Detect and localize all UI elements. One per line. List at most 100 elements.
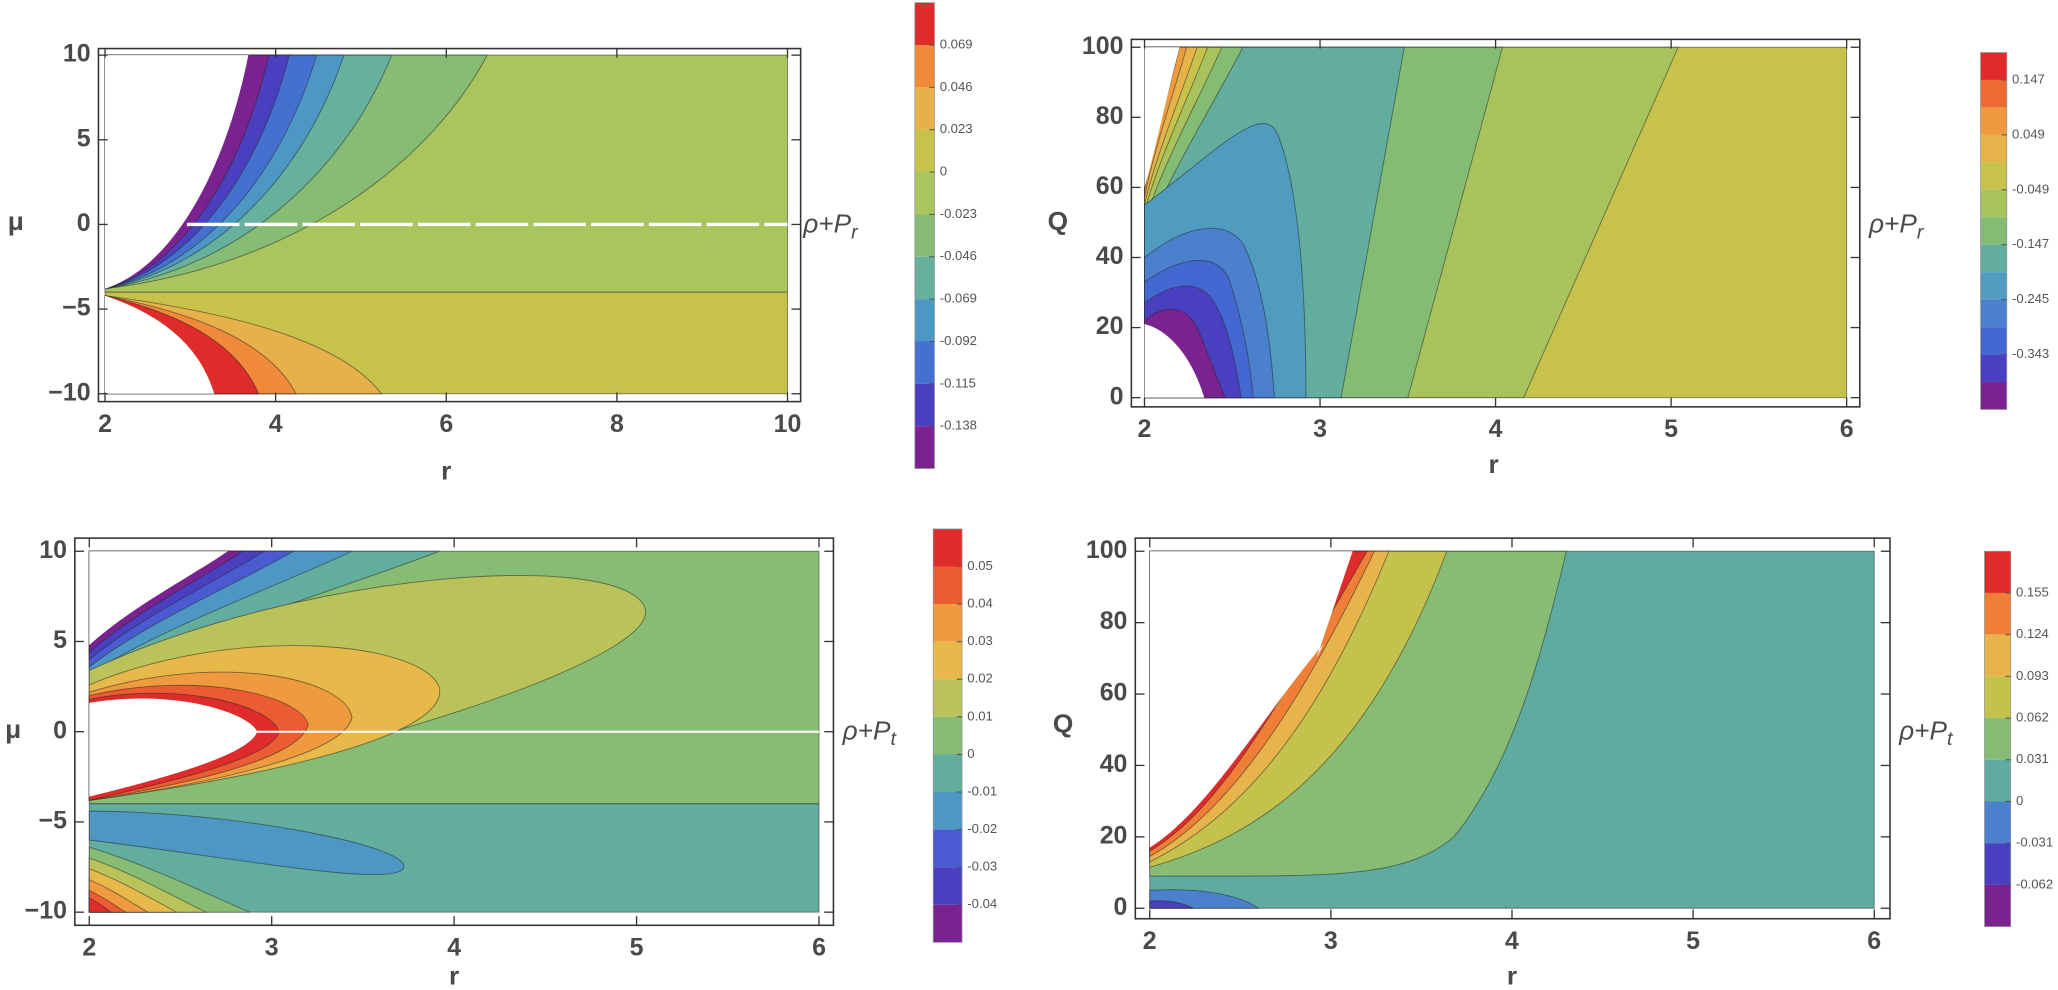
x-tick-label: 5 — [1664, 415, 1678, 443]
colorbar-tick-label: 0 — [940, 164, 947, 179]
colorbar-tick-label: -0.049 — [2012, 181, 2049, 196]
x-tick-label: 3 — [1313, 415, 1327, 443]
colorbar-bin — [1980, 79, 2007, 108]
legend-label-sub: t — [890, 728, 897, 750]
y-axis-label: μ — [5, 714, 21, 744]
contour-region — [89, 698, 258, 797]
colorbar-tick-label: -0.046 — [940, 248, 977, 263]
y-tick-label: 80 — [1096, 102, 1124, 130]
colorbar-bin — [914, 129, 935, 173]
x-tick-label: 6 — [1840, 415, 1854, 443]
x-tick-label: 4 — [269, 410, 283, 438]
colorbar-bin — [933, 641, 963, 680]
colorbar-tick-label: 0.031 — [2016, 751, 2049, 766]
legend-label: ρ+Pr — [1868, 209, 1925, 244]
x-tick-label: 2 — [98, 410, 112, 438]
contour-region — [1149, 551, 1353, 848]
colorbar-tick-label: 0.049 — [2012, 126, 2045, 141]
y-tick-label: 80 — [1100, 607, 1128, 635]
contour-region — [1144, 324, 1205, 398]
colorbar-bin — [914, 214, 935, 257]
x-tick-label: 2 — [1143, 927, 1157, 955]
colorbar-bin — [1980, 107, 2007, 135]
colorbar-tick-label: 0.03 — [967, 633, 993, 648]
y-tick-label: 40 — [1100, 750, 1128, 778]
x-tick-label: 4 — [1505, 927, 1519, 955]
x-axis-label: r — [441, 455, 451, 485]
x-tick-label: 4 — [1489, 415, 1503, 443]
colorbar-bin — [1980, 52, 2007, 80]
colorbar-tick-label: 0.124 — [2016, 626, 2049, 641]
colorbar-bin — [1984, 801, 2011, 844]
y-tick-label: 5 — [53, 626, 67, 654]
colorbar-bin — [1980, 162, 2007, 190]
colorbar-bin — [933, 566, 963, 605]
colorbar-frame — [1980, 52, 2008, 410]
colorbar-tick-label: 0.062 — [2016, 710, 2049, 725]
colorbar-bin — [933, 679, 963, 717]
x-axis-label: r — [1507, 961, 1517, 990]
colorbar-bin — [914, 172, 935, 215]
legend-label-main: ρ+P — [1898, 715, 1947, 745]
colorbar-tick-label: 0.04 — [967, 596, 993, 611]
colorbar-tick-label: -0.02 — [967, 821, 997, 836]
colorbar-bin — [933, 904, 963, 943]
colorbar-bin — [933, 754, 963, 793]
colorbar-bin — [1980, 134, 2007, 163]
y-tick-label: 0 — [1114, 893, 1128, 921]
y-tick-label: 0 — [53, 716, 67, 744]
colorbar-bin — [1980, 327, 2007, 355]
colorbar-bin — [1984, 843, 2011, 885]
legend-label: ρ+Pt — [1898, 715, 1954, 750]
colorbar-tick-label: -0.023 — [940, 206, 977, 221]
colorbar-tick-label: 0.093 — [2016, 668, 2049, 683]
colorbar-tick-label: 0.155 — [2016, 584, 2049, 599]
y-tick-label: −5 — [39, 807, 68, 835]
colorbar-bin — [1984, 718, 2011, 760]
colorbar-bin — [914, 426, 935, 469]
y-tick-label: −10 — [48, 378, 90, 406]
y-tick-label: 100 — [1086, 536, 1128, 564]
y-axis-label: Q — [1048, 206, 1068, 236]
colorbar-tick-label: 0.046 — [940, 79, 973, 94]
colorbar-bin — [914, 2, 935, 45]
colorbar-tick-label: -0.147 — [2012, 236, 2049, 251]
y-tick-label: −10 — [25, 897, 67, 925]
colorbar-bin — [1984, 634, 2011, 677]
contour-region — [105, 55, 249, 289]
legend-label-main: ρ+P — [802, 209, 851, 239]
colorbar-tick-label: 0 — [967, 746, 974, 761]
colorbar-tick-label: 0.05 — [967, 558, 993, 573]
x-axis-label: r — [449, 961, 459, 990]
y-tick-label: 20 — [1100, 821, 1128, 849]
colorbar-bin — [1984, 676, 2011, 719]
colorbar-tick-label: -0.01 — [967, 783, 997, 798]
legend-label-main: ρ+P — [842, 715, 891, 745]
y-tick-label: 60 — [1096, 172, 1124, 200]
colorbar-bin — [933, 528, 963, 567]
legend-label-sub: r — [1917, 222, 1925, 244]
colorbar-bin — [933, 716, 963, 755]
colorbar-tick-label: 0.147 — [2012, 71, 2045, 86]
contour-region — [105, 295, 215, 394]
y-tick-label: 10 — [39, 536, 67, 564]
y-tick-label: 5 — [77, 124, 91, 152]
colorbar-bin — [914, 341, 935, 384]
x-tick-label: 4 — [447, 933, 461, 961]
colorbar-frame — [932, 528, 963, 943]
colorbar-bin — [933, 604, 963, 642]
contour-region — [88, 896, 113, 913]
colorbar-tick-label: -0.062 — [2016, 876, 2053, 891]
y-axis-label: Q — [1053, 709, 1073, 739]
x-tick-label: 10 — [774, 410, 802, 438]
contour-region — [89, 551, 228, 646]
colorbar-tick-label: -0.343 — [2012, 346, 2049, 361]
legend-label-sub: t — [1947, 728, 1954, 750]
colorbar-tick-label: 0.069 — [940, 36, 973, 51]
colorbar-bin — [914, 383, 935, 427]
x-tick-label: 6 — [439, 410, 453, 438]
colorbar-bin — [1980, 244, 2007, 273]
y-tick-label: 60 — [1100, 679, 1128, 707]
